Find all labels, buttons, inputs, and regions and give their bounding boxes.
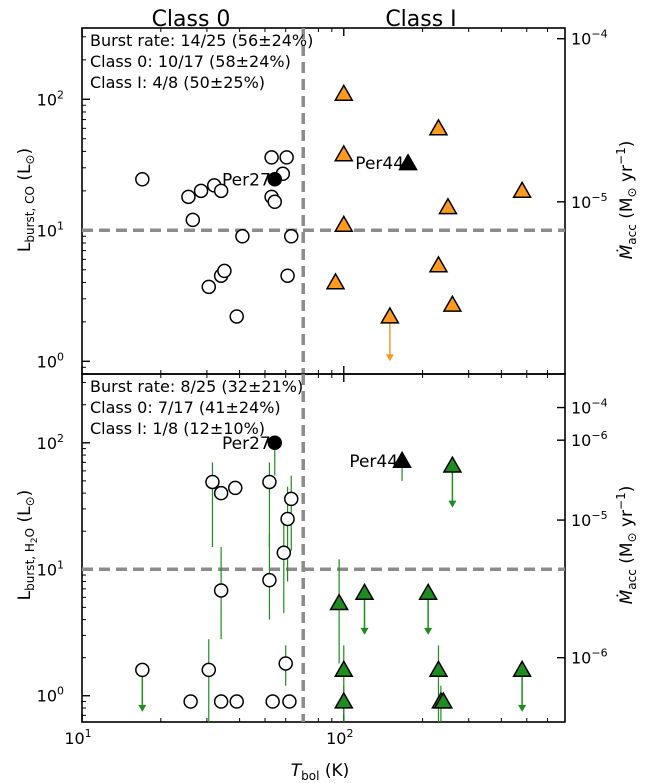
plot-frame bbox=[81, 373, 566, 723]
class0-point bbox=[201, 279, 217, 295]
panel-co: 100 101 102 10−6 10−5 10−4 Burst rate: 14/25 (… bbox=[37, 27, 608, 450]
class0-point bbox=[280, 268, 295, 283]
class0-point bbox=[267, 194, 283, 210]
class0-point bbox=[213, 485, 229, 501]
class0-point bbox=[278, 656, 293, 671]
y-tick-label: 101 bbox=[37, 558, 64, 579]
y-axis-label-co: Lburst, CO (L⊙) bbox=[15, 148, 37, 252]
class1-point bbox=[512, 659, 532, 678]
per27-point bbox=[267, 172, 283, 187]
class1-point bbox=[428, 659, 449, 678]
class1-point bbox=[442, 294, 463, 312]
class1-point bbox=[333, 144, 354, 162]
y-tick-label: 100 bbox=[37, 685, 64, 706]
class0-point bbox=[213, 583, 229, 598]
upper-limit-arrow-head bbox=[360, 627, 369, 635]
class0-point bbox=[183, 694, 198, 709]
class0-point bbox=[213, 694, 229, 709]
stats-line: Burst rate: 8/25 (32±21%) bbox=[90, 377, 303, 396]
class1-point bbox=[442, 455, 463, 473]
right-tick-label: 10−6 bbox=[571, 429, 608, 450]
right-tick-label: 10−5 bbox=[571, 191, 608, 212]
upper-limit-arrow-head bbox=[518, 704, 527, 712]
right-axis-label-top: Ṁacc (M⊙ yr−1) bbox=[614, 141, 639, 260]
class1-point bbox=[380, 306, 400, 324]
x-tick-label: 102 bbox=[326, 727, 353, 748]
class0-point bbox=[235, 229, 250, 244]
class0-point bbox=[282, 694, 297, 709]
class0-point bbox=[283, 229, 299, 244]
class0-point bbox=[217, 263, 232, 279]
stats-line: Burst rate: 14/25 (56±24%) bbox=[90, 31, 313, 50]
class1-point bbox=[418, 582, 438, 601]
stats-line: Class 0: 10/17 (58±24%) bbox=[90, 52, 291, 71]
class1-point bbox=[333, 214, 354, 232]
class0-point bbox=[181, 189, 196, 205]
class1-point bbox=[325, 272, 346, 290]
class0-point bbox=[264, 150, 279, 165]
class1-point bbox=[433, 691, 454, 709]
right-tick-label: 10−5 bbox=[571, 509, 608, 530]
upper-limit-arrow-head bbox=[448, 500, 457, 508]
class1-point bbox=[428, 255, 449, 273]
class0-point bbox=[193, 183, 209, 199]
class0-point bbox=[279, 150, 294, 165]
source-annotation: Per27 bbox=[222, 434, 271, 454]
right-axis-label-bottom: Ṁacc (M⊙ yr−1) bbox=[614, 486, 639, 605]
class0-point bbox=[229, 309, 244, 324]
stats-line: Class I: 4/8 (50±25%) bbox=[90, 73, 265, 92]
stats-line: Class 0: 7/17 (41±24%) bbox=[90, 398, 281, 417]
y-tick-label: 102 bbox=[37, 88, 64, 109]
y-tick-label: 100 bbox=[37, 350, 64, 371]
upper-limit-arrow-head bbox=[385, 354, 394, 362]
stats-line: Class I: 1/8 (12±10%) bbox=[90, 419, 265, 438]
y-axis-label-h2o: Lburst, H2O (L⊙) bbox=[15, 490, 40, 601]
right-tick-label: 10−4 bbox=[571, 397, 608, 418]
right-tick-label: 10−4 bbox=[571, 28, 608, 49]
y-tick-label: 101 bbox=[37, 219, 64, 240]
y-tick-label: 102 bbox=[37, 432, 64, 453]
class0-point bbox=[185, 212, 201, 228]
class0-point bbox=[228, 480, 243, 496]
class0-point bbox=[276, 545, 292, 561]
class0-point bbox=[201, 662, 217, 678]
class0-point bbox=[262, 572, 277, 588]
class0-point bbox=[229, 694, 244, 709]
class1-point bbox=[438, 197, 458, 215]
class1-point bbox=[354, 582, 375, 601]
class1-point bbox=[512, 180, 532, 198]
per44-point bbox=[392, 450, 412, 468]
class1-point bbox=[333, 659, 354, 678]
class0-point bbox=[205, 474, 220, 490]
class0-point bbox=[283, 491, 299, 507]
upper-limit-arrow-head bbox=[424, 627, 433, 635]
class0-point bbox=[135, 172, 150, 187]
source-annotation: Per44 bbox=[349, 452, 398, 472]
x-tick-label: 101 bbox=[64, 727, 91, 748]
class1-point bbox=[333, 691, 354, 709]
class1-point bbox=[329, 593, 349, 611]
class0-point bbox=[262, 474, 277, 490]
per44-point bbox=[398, 153, 418, 171]
class1-point bbox=[333, 83, 354, 101]
class0-point bbox=[265, 694, 280, 709]
class1-point bbox=[428, 118, 449, 136]
panel-h2o: 100 101 102 10−6 10−5 10−4 Burst rate: 8/25 (3… bbox=[37, 373, 608, 723]
class0-point bbox=[280, 511, 295, 527]
class0-point bbox=[213, 183, 229, 199]
right-tick-label: 10−6 bbox=[571, 647, 608, 668]
upper-limit-arrow-head bbox=[138, 704, 147, 712]
source-annotation: Per27 bbox=[222, 170, 271, 190]
class0-point bbox=[135, 662, 150, 678]
x-axis-label: Tbol (K) bbox=[291, 761, 350, 783]
per27-point bbox=[267, 435, 283, 451]
source-annotation: Per44 bbox=[355, 154, 404, 174]
